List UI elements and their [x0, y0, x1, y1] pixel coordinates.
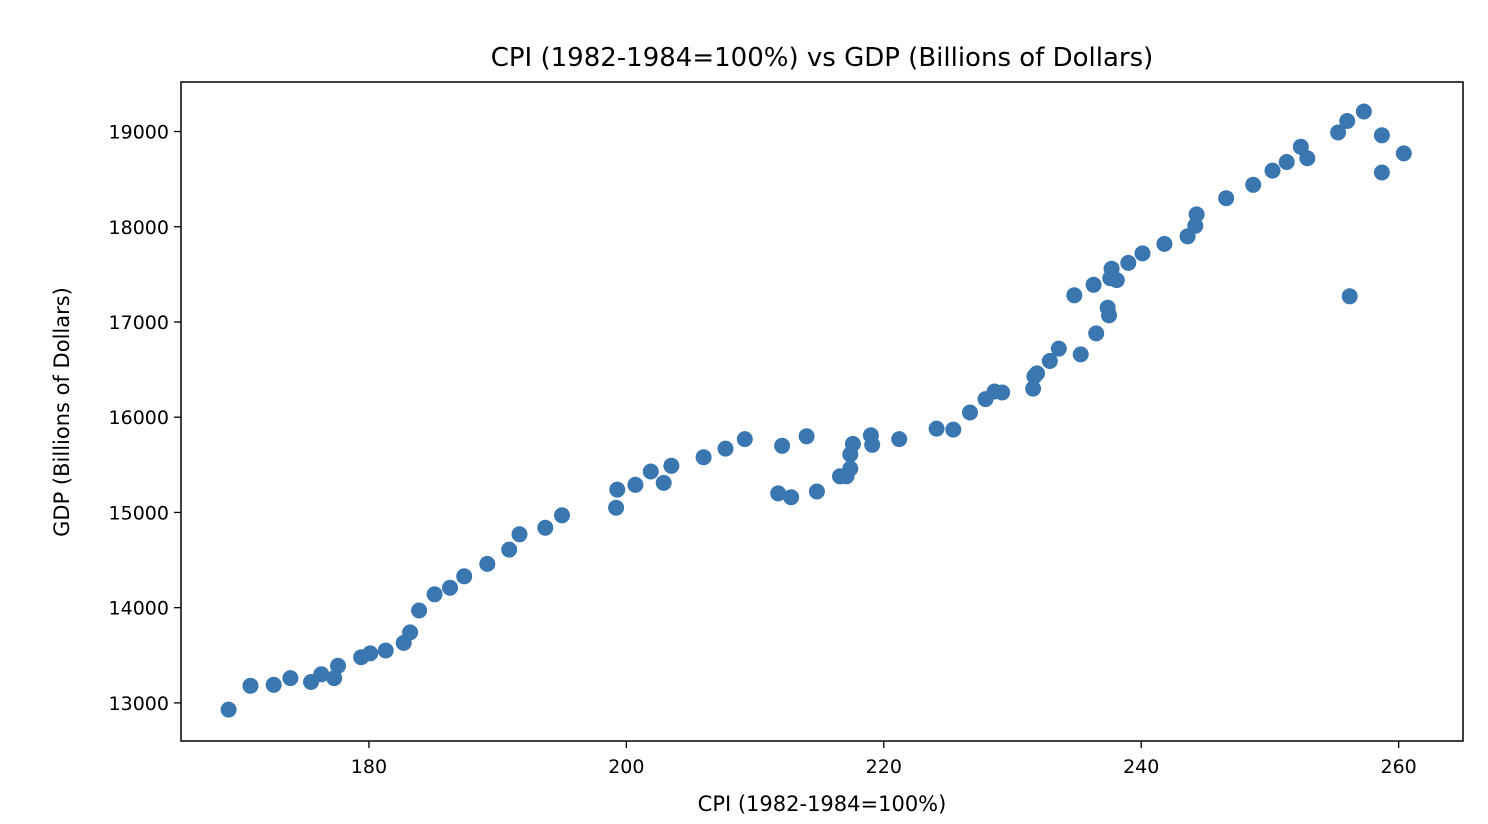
data-point: [511, 526, 528, 543]
data-point: [1245, 176, 1262, 193]
x-tick-label: 220: [866, 756, 902, 778]
data-point: [1120, 254, 1137, 271]
data-point: [265, 676, 282, 693]
x-tick-label: 180: [351, 756, 387, 778]
data-point: [442, 579, 458, 596]
data-point: [330, 657, 346, 674]
y-tick-label: 17000: [109, 312, 169, 334]
y-tick-label: 15000: [109, 502, 169, 524]
data-point: [928, 420, 945, 437]
data-point: [717, 440, 734, 457]
data-point: [1134, 245, 1151, 262]
data-point: [1188, 206, 1205, 223]
data-point: [1029, 365, 1045, 382]
plot-frame: [180, 81, 1464, 742]
data-point: [501, 541, 518, 558]
data-points: [220, 103, 1412, 718]
data-point: [736, 431, 753, 448]
data-point: [1025, 380, 1042, 397]
data-point: [1085, 276, 1102, 293]
data-point: [891, 431, 908, 448]
data-point: [479, 555, 496, 572]
x-tick-label: 260: [1381, 756, 1417, 778]
data-point: [1395, 145, 1412, 162]
data-point: [770, 485, 787, 502]
data-point: [1339, 113, 1356, 129]
data-point: [537, 519, 554, 536]
data-point: [1072, 346, 1089, 363]
y-tick-label: 18000: [109, 217, 169, 239]
data-point: [1373, 164, 1390, 181]
data-point: [456, 568, 473, 585]
data-point: [864, 436, 881, 453]
data-point: [1330, 124, 1347, 141]
data-point: [1373, 127, 1390, 144]
x-axis-label: CPI (1982-1984=100%): [698, 792, 947, 816]
data-point: [842, 460, 859, 477]
data-point: [282, 670, 299, 687]
data-point: [377, 642, 394, 659]
data-point: [994, 384, 1011, 401]
x-tick-label: 200: [608, 756, 644, 778]
y-tick-label: 13000: [109, 693, 169, 715]
data-point: [402, 624, 419, 641]
data-point: [1156, 235, 1173, 252]
data-point: [655, 474, 672, 491]
data-point: [242, 677, 259, 694]
data-point: [1050, 340, 1067, 357]
data-point: [1341, 288, 1358, 305]
y-axis-label: GDP (Billions of Dollars): [50, 287, 74, 537]
data-point: [608, 499, 625, 516]
x-tick-label: 240: [1123, 756, 1159, 778]
data-point: [642, 463, 659, 480]
data-point: [326, 670, 343, 687]
data-point: [774, 437, 791, 454]
data-point: [426, 586, 443, 603]
data-point: [783, 489, 800, 506]
y-tick-label: 19000: [109, 122, 169, 144]
y-tick-label: 16000: [109, 407, 169, 429]
data-point: [1088, 325, 1105, 342]
data-point: [1218, 190, 1235, 207]
data-point: [220, 701, 237, 718]
data-point: [313, 666, 330, 683]
data-point: [627, 476, 644, 493]
data-point: [1101, 307, 1117, 324]
data-point: [962, 404, 978, 421]
chart-title: CPI (1982-1984=100%) vs GDP (Billions of…: [491, 43, 1154, 73]
data-point: [554, 507, 570, 524]
data-point: [609, 481, 626, 498]
data-point: [695, 449, 712, 466]
axis-ticks: 180 200 220 240 260 13000 14000 15000 16000 17000…: [109, 122, 1417, 778]
y-tick-label: 14000: [109, 598, 169, 620]
data-point: [844, 435, 861, 452]
data-point: [1264, 162, 1281, 179]
data-point: [362, 645, 379, 662]
data-point: [798, 428, 815, 445]
data-point: [1299, 150, 1316, 167]
data-point: [1108, 272, 1125, 289]
data-point: [1355, 103, 1372, 120]
data-point: [663, 457, 680, 474]
data-point: [1066, 287, 1083, 304]
data-point: [1278, 154, 1295, 170]
data-point: [808, 483, 825, 500]
data-point: [1041, 353, 1058, 369]
data-point: [945, 421, 962, 438]
data-point: [411, 602, 428, 619]
